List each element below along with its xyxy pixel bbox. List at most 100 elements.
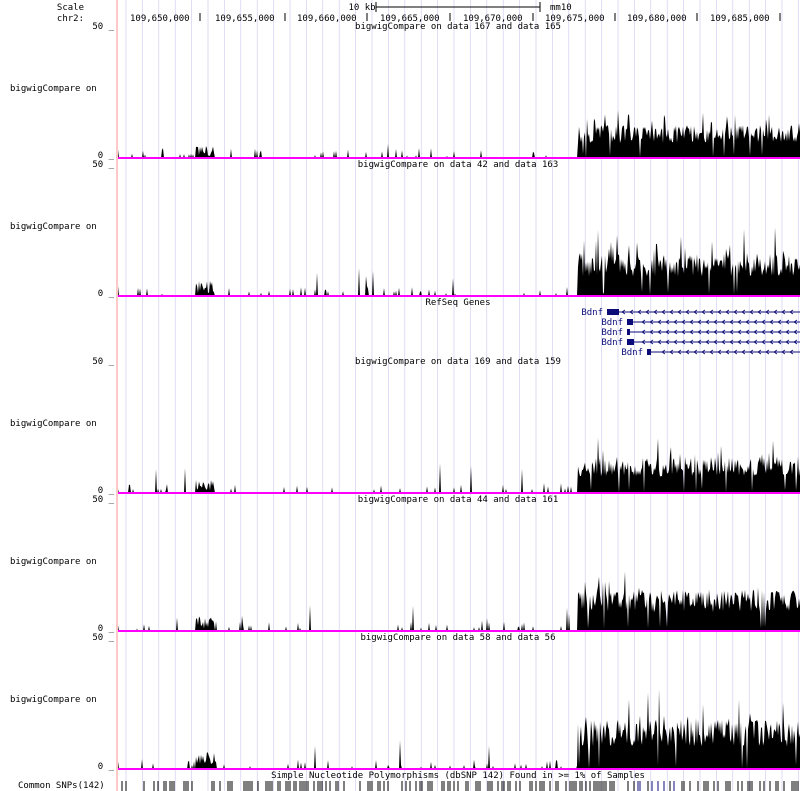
coordinate-ruler: 109,650,000 109,655,000 109,660,000 109,665… [130, 13, 781, 24]
strand-arrow [749, 309, 754, 315]
strand-arrow [789, 309, 794, 315]
strand-arrow [741, 349, 746, 355]
gene-transcript[interactable]: Bdnf [601, 338, 800, 348]
strand-arrow [717, 349, 722, 355]
strand-arrow [621, 309, 626, 315]
strand-arrow [705, 319, 710, 325]
strand-arrow [649, 319, 654, 325]
y-min-label: 0 _ [98, 151, 115, 161]
wiggle-track-t4[interactable]: bigwigCompare on data 44 and data 161 big… [10, 495, 800, 634]
strand-arrow [769, 329, 774, 335]
signal-area [118, 437, 800, 493]
strand-arrow [665, 339, 670, 345]
ruler-position-label: 109,660,000 [297, 14, 357, 24]
strand-arrow [745, 339, 750, 345]
track-side-label[interactable]: bigwigCompare on [10, 557, 97, 567]
gene-transcript[interactable]: Bdnf [601, 318, 800, 328]
y-min-label: 0 _ [98, 486, 115, 496]
strand-arrow [769, 319, 774, 325]
signal-area [118, 227, 800, 296]
strand-arrow [793, 339, 798, 345]
strand-arrow [689, 319, 694, 325]
strand-arrow [737, 329, 742, 335]
strand-arrow [757, 309, 762, 315]
strand-arrow [781, 349, 786, 355]
scale-bar-label: 10 kb [348, 3, 375, 13]
gene-label[interactable]: Bdnf [581, 308, 603, 318]
strand-arrow [785, 339, 790, 345]
ruler-position-label: 109,670,000 [463, 14, 523, 24]
gene-label[interactable]: Bdnf [601, 328, 623, 338]
gene-transcript[interactable]: Bdnf [601, 328, 800, 338]
ruler-position-label: 109,685,000 [710, 14, 770, 24]
strand-arrow [713, 319, 718, 325]
gene-label[interactable]: Bdnf [621, 348, 643, 358]
strand-arrow [709, 309, 714, 315]
strand-arrow [725, 349, 730, 355]
strand-arrow [677, 309, 682, 315]
snp-track[interactable] [121, 781, 799, 791]
wiggle-tracks: bigwigCompare on data 167 and data 165 bi… [10, 22, 800, 772]
snp-track-title: Simple Nucleotide Polymorphisms (dbSNP 1… [271, 771, 645, 781]
wiggle-track-t2[interactable]: bigwigCompare on data 42 and data 163 big… [10, 160, 800, 299]
strand-arrow [697, 339, 702, 345]
strand-arrow [777, 339, 782, 345]
track-title: bigwigCompare on data 58 and data 56 [360, 633, 555, 643]
strand-arrow [753, 319, 758, 325]
strand-arrow [773, 309, 778, 315]
strand-arrow [649, 329, 654, 335]
gene-label[interactable]: Bdnf [601, 318, 623, 328]
strand-arrow [721, 339, 726, 345]
strand-arrow [697, 329, 702, 335]
strand-arrow [713, 339, 718, 345]
strand-arrow [657, 319, 662, 325]
track-side-label[interactable]: bigwigCompare on [10, 419, 97, 429]
wiggle-track-t3[interactable]: bigwigCompare on data 169 and data 159 bi… [10, 357, 800, 496]
strand-arrow [725, 309, 730, 315]
gene-exon [607, 309, 619, 315]
wiggle-track-t5[interactable]: bigwigCompare on data 58 and data 56 bigw… [10, 633, 800, 772]
strand-arrow [713, 329, 718, 335]
track-title: bigwigCompare on data 167 and data 165 [355, 22, 561, 32]
signal-area [118, 689, 800, 769]
gene-transcript[interactable]: Bdnf [621, 348, 800, 358]
track-title: bigwigCompare on data 42 and data 163 [358, 160, 558, 170]
strand-arrow [681, 339, 686, 345]
strand-arrow [761, 319, 766, 325]
strand-arrow [757, 349, 762, 355]
strand-arrow [737, 339, 742, 345]
scale-label: Scale [57, 3, 84, 13]
ruler-position-label: 109,655,000 [215, 14, 275, 24]
track-side-label[interactable]: bigwigCompare on [10, 222, 97, 232]
strand-arrow [645, 309, 650, 315]
strand-arrow [653, 309, 658, 315]
strand-arrow [689, 329, 694, 335]
y-max-label: 50 _ [92, 160, 114, 170]
strand-arrow [701, 309, 706, 315]
strand-arrow [733, 309, 738, 315]
strand-arrow [769, 339, 774, 345]
track-side-label[interactable]: bigwigCompare on [10, 695, 97, 705]
ruler-position-label: 109,650,000 [130, 14, 190, 24]
y-max-label: 50 _ [92, 357, 114, 367]
strand-arrow [729, 319, 734, 325]
strand-arrow [793, 319, 798, 325]
track-side-label[interactable]: bigwigCompare on [10, 84, 97, 94]
strand-arrow [689, 339, 694, 345]
chrom-label: chr2: [57, 14, 84, 24]
gene-exon [627, 329, 630, 335]
strand-arrow [673, 329, 678, 335]
gene-exon [627, 339, 634, 345]
assembly-label: mm10 [550, 3, 572, 13]
wiggle-track-t1[interactable]: bigwigCompare on data 167 and data 165 bi… [10, 22, 800, 161]
y-max-label: 50 _ [92, 633, 114, 643]
strand-arrow [717, 309, 722, 315]
strand-arrow [657, 339, 662, 345]
refseq-title: RefSeq Genes [425, 298, 490, 308]
strand-arrow [685, 349, 690, 355]
strand-arrow [657, 329, 662, 335]
gene-transcript[interactable]: Bdnf [581, 308, 800, 318]
gene-label[interactable]: Bdnf [601, 338, 623, 348]
